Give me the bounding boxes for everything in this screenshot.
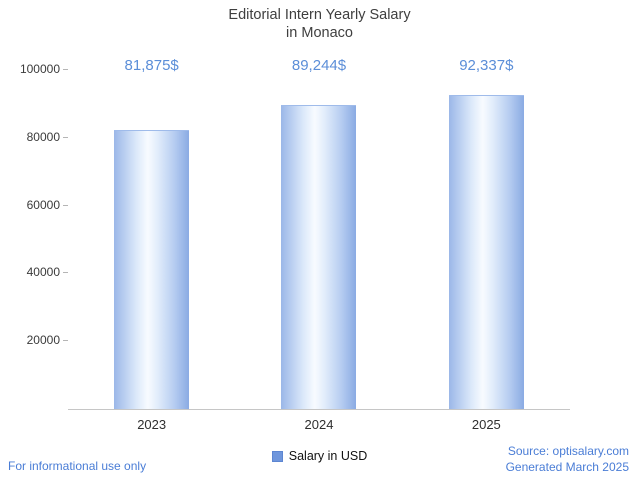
y-tick-mark [63,340,68,342]
y-tick-mark [63,136,68,138]
y-tick-label: 60000 [26,197,60,212]
x-tick-label: 2025 [471,417,501,432]
legend-swatch-icon [271,450,283,462]
legend-label: Salary in USD [288,449,368,463]
y-tick-mark [63,272,68,274]
y-tick-label: 80000 [26,129,60,144]
bar-value-label: 92,337$ [459,57,514,74]
y-tick-mark [63,69,68,70]
bar-group: 89,244$ 2024 [235,57,402,432]
bar [448,94,524,409]
y-tick-label: 20000 [26,333,60,348]
bar-group: 81,875$ 2023 [68,57,235,432]
plot-area: 81,875$ 2023 89,244$ 2024 92,337$ 2025 [63,57,570,432]
x-tick-label: 2023 [137,417,167,432]
bar [281,105,357,409]
bar [114,130,190,409]
disclaimer-text: For informational use only [8,459,147,473]
y-tick-mark [63,204,68,206]
bar-group: 92,337$ 2025 [403,57,570,432]
bar-value-label: 81,875$ [124,57,179,74]
bar-value-label: 89,244$ [291,57,347,74]
source-attribution: Source: optisalary.com Generated March 2… [506,443,629,475]
source-text: Source: optisalary.com [507,444,629,458]
x-tick-label: 2024 [304,417,334,432]
y-tick-label: 100000 [19,62,60,76]
y-axis: 20000 40000 60000 80000 100000 [0,62,68,409]
generated-text: Generated March 2025 [505,460,629,474]
chart-title: Editorial Intern Yearly Salary in Monaco [0,6,639,42]
legend: Salary in USD [0,449,639,463]
chart-title-line1: Editorial Intern Yearly Salary [228,7,411,23]
y-tick-label: 40000 [26,265,60,280]
chart-title-line2: in Monaco [286,25,353,41]
